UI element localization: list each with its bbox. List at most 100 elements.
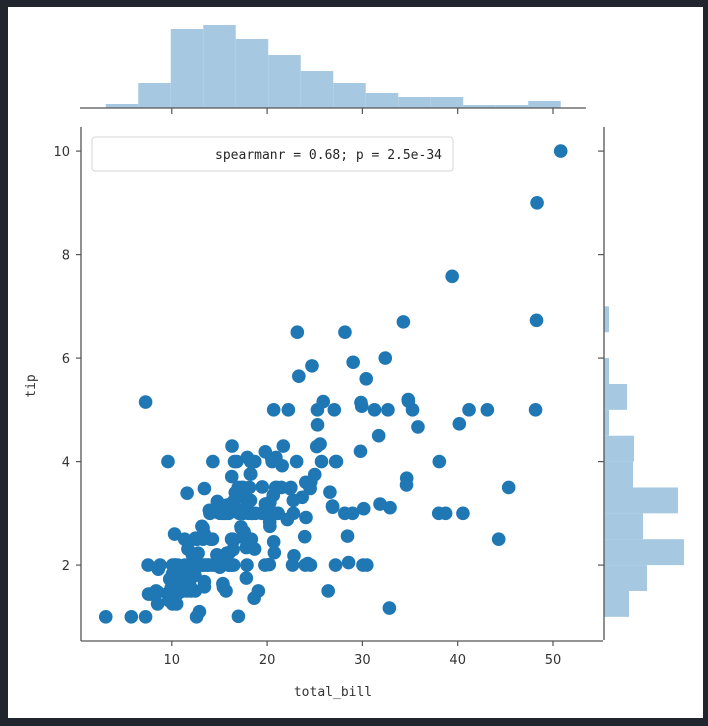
x-tick-label: 30 xyxy=(354,653,371,668)
data-point xyxy=(185,547,200,562)
y-hist-bar xyxy=(604,590,629,617)
data-point xyxy=(411,420,425,434)
x-tick-label: 10 xyxy=(164,653,181,668)
data-point xyxy=(553,144,568,158)
y-hist-bar xyxy=(604,409,609,436)
data-point xyxy=(327,403,342,417)
data-point xyxy=(452,417,467,431)
data-point xyxy=(248,454,262,469)
x-hist-bar xyxy=(300,71,334,108)
data-point xyxy=(289,454,304,469)
data-point xyxy=(281,403,296,417)
data-point xyxy=(265,454,279,469)
data-point xyxy=(197,580,212,594)
data-point xyxy=(248,506,263,521)
data-point xyxy=(378,351,393,365)
data-point xyxy=(141,558,155,572)
data-point xyxy=(258,558,272,572)
data-point xyxy=(280,512,295,527)
x-axis-label: total_bill xyxy=(294,685,372,700)
data-point xyxy=(321,584,335,598)
data-point xyxy=(224,469,239,484)
data-point xyxy=(382,601,397,615)
data-point xyxy=(231,609,246,624)
data-point xyxy=(180,486,194,500)
y-hist-bar xyxy=(604,461,633,488)
data-point xyxy=(328,558,343,572)
y-hist-bar xyxy=(604,435,634,462)
data-point xyxy=(462,403,476,417)
data-point xyxy=(276,439,291,453)
data-point xyxy=(381,403,395,417)
data-point xyxy=(399,471,414,485)
y-hist-bar xyxy=(604,306,609,333)
x-hist-bar xyxy=(170,29,204,108)
data-point xyxy=(371,428,386,443)
x-hist-bar xyxy=(105,104,139,108)
data-point xyxy=(285,558,300,572)
x-hist-bar xyxy=(528,101,561,108)
y-hist-bar xyxy=(604,487,678,514)
data-point xyxy=(242,480,257,495)
scatter-points xyxy=(98,144,568,624)
x-hist-bar xyxy=(138,83,171,108)
data-point xyxy=(340,529,355,543)
x-hist-bar xyxy=(333,83,366,108)
data-point xyxy=(290,325,305,340)
data-point xyxy=(396,315,411,329)
data-point xyxy=(341,555,356,570)
data-point xyxy=(217,557,231,571)
data-point xyxy=(310,418,325,432)
data-point xyxy=(243,467,258,481)
data-point xyxy=(354,395,368,410)
data-point xyxy=(305,359,319,373)
data-point xyxy=(236,506,251,521)
data-point xyxy=(266,403,281,417)
y-hist-bar xyxy=(604,539,684,566)
data-point xyxy=(224,532,239,547)
data-point xyxy=(303,481,317,496)
x-hist-bar xyxy=(365,93,399,108)
data-point xyxy=(225,439,239,453)
data-point xyxy=(438,506,453,521)
y-tick-label: 8 xyxy=(62,249,70,264)
data-point xyxy=(353,444,368,459)
data-point xyxy=(226,542,240,557)
data-point xyxy=(219,584,233,598)
data-point xyxy=(124,610,139,624)
data-point xyxy=(292,369,306,384)
data-point xyxy=(298,558,313,572)
data-point xyxy=(165,558,180,572)
x-hist-bar xyxy=(398,97,431,108)
data-point xyxy=(325,499,340,513)
data-point xyxy=(196,521,210,535)
data-point xyxy=(491,532,506,547)
data-point xyxy=(314,454,329,469)
data-point xyxy=(299,510,313,525)
legend-text: spearmanr = 0.68; p = 2.5e-34 xyxy=(215,148,442,163)
data-point xyxy=(234,520,248,534)
x-hist-bar xyxy=(235,39,269,108)
data-point xyxy=(367,403,382,417)
axes: 10 20 30 40 50 2 4 6 8 10 xyxy=(53,108,604,668)
data-point xyxy=(456,506,470,521)
x-hist-bar xyxy=(495,105,529,108)
data-point xyxy=(307,467,322,482)
y-tick-label: 6 xyxy=(62,352,70,367)
data-point xyxy=(480,403,495,417)
x-tick-label: 40 xyxy=(449,653,466,668)
x-marginal-histogram xyxy=(80,25,586,109)
data-point xyxy=(138,610,153,624)
data-point xyxy=(267,545,282,560)
data-point xyxy=(323,485,337,499)
data-point xyxy=(189,610,204,624)
x-tick-label: 20 xyxy=(259,653,276,668)
data-point xyxy=(161,454,175,469)
figure-canvas: 10 20 30 40 50 2 4 6 8 10 spearmanr = 0.68; p = 2… xyxy=(8,7,703,718)
data-point xyxy=(143,587,158,601)
y-hist-bar xyxy=(604,513,643,540)
data-point xyxy=(247,591,261,606)
legend-box xyxy=(91,136,454,172)
data-point xyxy=(338,325,352,340)
data-point xyxy=(247,542,262,556)
